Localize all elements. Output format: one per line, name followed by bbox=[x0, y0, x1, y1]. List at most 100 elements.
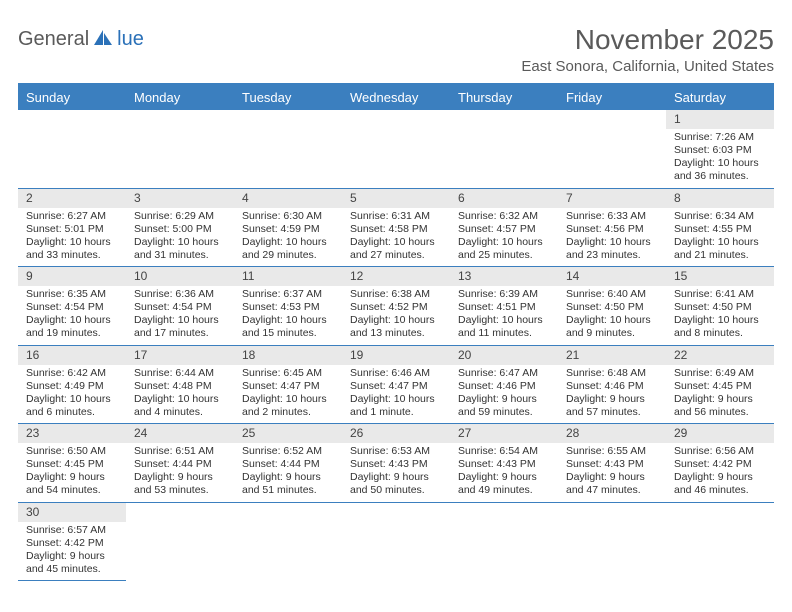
sunset-text: Sunset: 4:45 PM bbox=[26, 458, 120, 471]
day-details: Sunrise: 6:51 AMSunset: 4:44 PMDaylight:… bbox=[134, 445, 228, 498]
day-number: 12 bbox=[342, 267, 450, 286]
calendar-cell bbox=[234, 502, 342, 581]
sunset-text: Sunset: 4:54 PM bbox=[134, 301, 228, 314]
sunrise-text: Sunrise: 6:49 AM bbox=[674, 367, 768, 380]
sunset-text: Sunset: 4:43 PM bbox=[566, 458, 660, 471]
daylight-text: Daylight: 10 hours and 36 minutes. bbox=[674, 157, 768, 183]
calendar-cell: 30Sunrise: 6:57 AMSunset: 4:42 PMDayligh… bbox=[18, 502, 126, 581]
day-number: 6 bbox=[450, 189, 558, 208]
sunset-text: Sunset: 4:43 PM bbox=[458, 458, 552, 471]
sunrise-text: Sunrise: 6:42 AM bbox=[26, 367, 120, 380]
daylight-text: Daylight: 9 hours and 46 minutes. bbox=[674, 471, 768, 497]
sunrise-text: Sunrise: 6:55 AM bbox=[566, 445, 660, 458]
day-details: Sunrise: 6:54 AMSunset: 4:43 PMDaylight:… bbox=[458, 445, 552, 498]
day-number: 19 bbox=[342, 346, 450, 365]
sunset-text: Sunset: 4:44 PM bbox=[242, 458, 336, 471]
logo-sail-icon bbox=[92, 29, 114, 47]
day-number: 20 bbox=[450, 346, 558, 365]
calendar-cell bbox=[666, 502, 774, 581]
day-number: 22 bbox=[666, 346, 774, 365]
sunset-text: Sunset: 4:49 PM bbox=[26, 380, 120, 393]
daylight-text: Daylight: 10 hours and 19 minutes. bbox=[26, 314, 120, 340]
day-number: 16 bbox=[18, 346, 126, 365]
sunset-text: Sunset: 4:46 PM bbox=[458, 380, 552, 393]
day-details: Sunrise: 6:36 AMSunset: 4:54 PMDaylight:… bbox=[134, 288, 228, 341]
sunset-text: Sunset: 4:44 PM bbox=[134, 458, 228, 471]
day-header: Tuesday bbox=[234, 84, 342, 110]
calendar-cell: 4Sunrise: 6:30 AMSunset: 4:59 PMDaylight… bbox=[234, 188, 342, 267]
sunrise-text: Sunrise: 6:45 AM bbox=[242, 367, 336, 380]
sunrise-text: Sunrise: 6:35 AM bbox=[26, 288, 120, 301]
day-details: Sunrise: 6:46 AMSunset: 4:47 PMDaylight:… bbox=[350, 367, 444, 420]
calendar-cell bbox=[450, 502, 558, 581]
calendar-cell bbox=[558, 502, 666, 581]
calendar-week: 16Sunrise: 6:42 AMSunset: 4:49 PMDayligh… bbox=[18, 345, 774, 424]
day-details: Sunrise: 6:35 AMSunset: 4:54 PMDaylight:… bbox=[26, 288, 120, 341]
day-details: Sunrise: 6:52 AMSunset: 4:44 PMDaylight:… bbox=[242, 445, 336, 498]
sunset-text: Sunset: 4:59 PM bbox=[242, 223, 336, 236]
day-details: Sunrise: 6:42 AMSunset: 4:49 PMDaylight:… bbox=[26, 367, 120, 420]
daylight-text: Daylight: 10 hours and 9 minutes. bbox=[566, 314, 660, 340]
calendar-cell: 28Sunrise: 6:55 AMSunset: 4:43 PMDayligh… bbox=[558, 424, 666, 503]
calendar-cell bbox=[126, 502, 234, 581]
title-block: November 2025 East Sonora, California, U… bbox=[521, 24, 774, 75]
calendar-cell: 19 Sunrise: 6:46 AMSunset: 4:47 PMDayligh… bbox=[342, 345, 450, 424]
day-details: Sunrise: 6:27 AMSunset: 5:01 PMDaylight:… bbox=[26, 210, 120, 263]
sunrise-text: Sunrise: 6:39 AM bbox=[458, 288, 552, 301]
calendar-cell: 15 Sunrise: 6:41 AMSunset: 4:50 PMDayligh… bbox=[666, 267, 774, 346]
sunrise-text: Sunrise: 6:44 AM bbox=[134, 367, 228, 380]
sunrise-text: Sunrise: 6:29 AM bbox=[134, 210, 228, 223]
calendar-cell: 2Sunrise: 6:27 AMSunset: 5:01 PMDaylight… bbox=[18, 188, 126, 267]
calendar-cell: 10 Sunrise: 6:36 AMSunset: 4:54 PMDayligh… bbox=[126, 267, 234, 346]
sunrise-text: Sunrise: 6:47 AM bbox=[458, 367, 552, 380]
sunset-text: Sunset: 4:53 PM bbox=[242, 301, 336, 314]
daylight-text: Daylight: 10 hours and 4 minutes. bbox=[134, 393, 228, 419]
sunrise-text: Sunrise: 6:52 AM bbox=[242, 445, 336, 458]
day-number: 26 bbox=[342, 424, 450, 443]
calendar-cell bbox=[342, 502, 450, 581]
day-details: Sunrise: 6:30 AMSunset: 4:59 PMDaylight:… bbox=[242, 210, 336, 263]
calendar-cell: 25 Sunrise: 6:52 AMSunset: 4:44 PMDayligh… bbox=[234, 424, 342, 503]
calendar-cell: 14Sunrise: 6:40 AMSunset: 4:50 PMDayligh… bbox=[558, 267, 666, 346]
calendar-cell bbox=[558, 110, 666, 188]
day-number: 10 bbox=[126, 267, 234, 286]
calendar-cell: 16 Sunrise: 6:42 AMSunset: 4:49 PMDayligh… bbox=[18, 345, 126, 424]
calendar-cell: 27 Sunrise: 6:54 AMSunset: 4:43 PMDayligh… bbox=[450, 424, 558, 503]
day-header: Thursday bbox=[450, 84, 558, 110]
sunset-text: Sunset: 4:47 PM bbox=[350, 380, 444, 393]
calendar-table: Sunday Monday Tuesday Wednesday Thursday… bbox=[18, 83, 774, 581]
day-details: Sunrise: 6:45 AMSunset: 4:47 PMDaylight:… bbox=[242, 367, 336, 420]
day-header: Wednesday bbox=[342, 84, 450, 110]
day-details: Sunrise: 6:57 AMSunset: 4:42 PMDaylight:… bbox=[26, 524, 120, 577]
calendar-cell: 26Sunrise: 6:53 AMSunset: 4:43 PMDayligh… bbox=[342, 424, 450, 503]
calendar-cell: 3Sunrise: 6:29 AMSunset: 5:00 PMDaylight… bbox=[126, 188, 234, 267]
day-number: 15 bbox=[666, 267, 774, 286]
sunrise-text: Sunrise: 6:46 AM bbox=[350, 367, 444, 380]
day-number: 27 bbox=[450, 424, 558, 443]
day-number: 21 bbox=[558, 346, 666, 365]
sunrise-text: Sunrise: 6:40 AM bbox=[566, 288, 660, 301]
day-number: 25 bbox=[234, 424, 342, 443]
calendar-cell: 5Sunrise: 6:31 AMSunset: 4:58 PMDaylight… bbox=[342, 188, 450, 267]
day-details: Sunrise: 6:41 AMSunset: 4:50 PMDaylight:… bbox=[674, 288, 768, 341]
day-details: Sunrise: 6:40 AMSunset: 4:50 PMDaylight:… bbox=[566, 288, 660, 341]
day-details: Sunrise: 6:34 AMSunset: 4:55 PMDaylight:… bbox=[674, 210, 768, 263]
sunrise-text: Sunrise: 6:53 AM bbox=[350, 445, 444, 458]
calendar-week: 1Sunrise: 7:26 AMSunset: 6:03 PMDaylight… bbox=[18, 110, 774, 188]
daylight-text: Daylight: 10 hours and 6 minutes. bbox=[26, 393, 120, 419]
day-details: Sunrise: 6:33 AMSunset: 4:56 PMDaylight:… bbox=[566, 210, 660, 263]
day-number: 9 bbox=[18, 267, 126, 286]
sunrise-text: Sunrise: 6:54 AM bbox=[458, 445, 552, 458]
calendar-cell: 21Sunrise: 6:48 AMSunset: 4:46 PMDayligh… bbox=[558, 345, 666, 424]
sunset-text: Sunset: 4:48 PM bbox=[134, 380, 228, 393]
sunset-text: Sunset: 4:57 PM bbox=[458, 223, 552, 236]
sunrise-text: Sunrise: 6:50 AM bbox=[26, 445, 120, 458]
sunrise-text: Sunrise: 6:31 AM bbox=[350, 210, 444, 223]
daylight-text: Daylight: 9 hours and 50 minutes. bbox=[350, 471, 444, 497]
sunrise-text: Sunrise: 6:37 AM bbox=[242, 288, 336, 301]
sunset-text: Sunset: 5:01 PM bbox=[26, 223, 120, 236]
sunset-text: Sunset: 4:52 PM bbox=[350, 301, 444, 314]
daylight-text: Daylight: 9 hours and 54 minutes. bbox=[26, 471, 120, 497]
calendar-week: 30Sunrise: 6:57 AMSunset: 4:42 PMDayligh… bbox=[18, 502, 774, 581]
daylight-text: Daylight: 10 hours and 27 minutes. bbox=[350, 236, 444, 262]
